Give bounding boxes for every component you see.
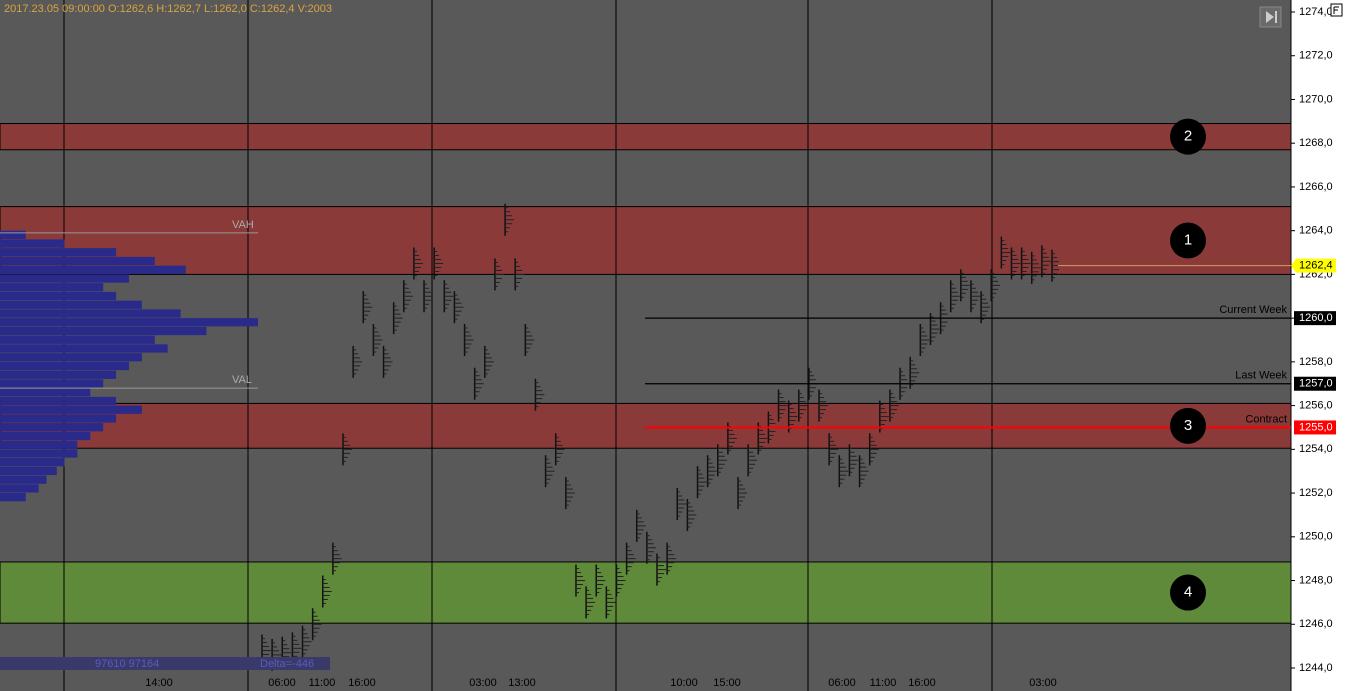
last-price-label: 1262,4 (1299, 260, 1333, 272)
level-tag (1294, 420, 1336, 435)
time-label: 14:00 (145, 677, 173, 689)
profile-bar (0, 335, 155, 344)
profile-bar (0, 388, 91, 397)
level-name: Last Week (1235, 370, 1287, 382)
price-tick-label: 1246,0 (1299, 618, 1333, 630)
profile-bar (0, 493, 26, 502)
profile-bar (0, 274, 129, 283)
time-label: 16:00 (908, 677, 936, 689)
time-label: 03:00 (469, 677, 497, 689)
zone-label: 3 (1184, 417, 1192, 434)
price-tick-label: 1268,0 (1299, 137, 1333, 149)
price-axis-background (1291, 0, 1347, 691)
level-tag (1294, 311, 1336, 326)
price-tick-label: 1270,0 (1299, 93, 1333, 105)
zone-label: 4 (1184, 584, 1192, 601)
volume-total-box (0, 657, 330, 670)
price-tick-label: 1272,0 (1299, 50, 1333, 62)
profile-bar (0, 405, 142, 414)
level-name: Current Week (1219, 304, 1287, 316)
price-tick-label: 1258,0 (1299, 356, 1333, 368)
zone (0, 206, 1292, 275)
price-tick-label: 1248,0 (1299, 574, 1333, 586)
profile-bar (0, 370, 117, 379)
time-label: 11:00 (870, 677, 897, 689)
time-label: 06:00 (828, 677, 856, 689)
value-area-label: VAL (232, 374, 252, 386)
time-label: 16:00 (348, 677, 376, 689)
profile-bar (0, 309, 181, 318)
time-label: 03:00 (1029, 677, 1057, 689)
profile-bar (0, 318, 258, 327)
profile-bar (0, 466, 57, 476)
price-tick-label: 1250,0 (1299, 531, 1333, 543)
profile-bar (0, 265, 186, 274)
last-price-tag (1291, 258, 1336, 273)
zone-marker (1170, 574, 1206, 611)
time-label: 11:00 (309, 677, 336, 689)
zone-marker (1170, 222, 1206, 259)
volume-totals: 97610 97164 (95, 658, 159, 670)
profile-bar (0, 283, 104, 292)
zone (0, 123, 1292, 151)
time-label: 15:00 (713, 677, 741, 689)
profile-bar (0, 256, 155, 266)
zone-label: 1 (1184, 231, 1192, 248)
price-tick-label: 1244,0 (1299, 662, 1333, 674)
price-tick-label: 1252,0 (1299, 487, 1333, 499)
price-tick-label: 1274,0 (1299, 6, 1333, 18)
profile-bar (0, 291, 117, 301)
price-tick-label: 1264,0 (1299, 225, 1333, 237)
axis-menu-icon (1333, 6, 1339, 14)
profile-bar (0, 344, 168, 353)
price-tick-label: 1254,0 (1299, 443, 1333, 455)
profile-bar (0, 475, 47, 484)
profile-bar (0, 300, 142, 309)
profile-bar (0, 353, 142, 362)
profile-bar (0, 431, 91, 441)
profile-bar (0, 449, 78, 458)
scroll-icon (1266, 11, 1277, 23)
profile-bar (0, 326, 207, 336)
zone (0, 402, 1292, 449)
profile-bar (0, 239, 65, 248)
profile-bar (0, 361, 129, 371)
zone-marker (1170, 118, 1206, 155)
profile-bar (0, 484, 39, 493)
zone-label: 2 (1184, 128, 1192, 145)
ohlc-header: 2017.23.05 09:00:00 O:1262,6 H:1262,7 L:… (4, 3, 332, 15)
delta-label: Delta=-446 (260, 658, 314, 670)
price-tick-label: 1256,0 (1299, 400, 1333, 412)
profile-bar (0, 458, 65, 467)
level-price: 1260,0 (1299, 312, 1333, 324)
price-tick-label: 1266,0 (1299, 181, 1333, 193)
profile-bar (0, 396, 117, 406)
level-tag (1294, 376, 1336, 391)
level-name: Contract (1245, 413, 1287, 425)
profile-bar (0, 414, 117, 423)
profile-bar (0, 423, 104, 432)
zone (0, 561, 1292, 624)
zone-marker (1170, 407, 1206, 444)
profile-bar (0, 248, 117, 257)
time-label: 06:00 (268, 677, 296, 689)
time-label: 13:00 (508, 677, 536, 689)
value-area-label: VAH (232, 219, 254, 231)
time-label: 10:00 (670, 677, 698, 689)
level-price: 1257,0 (1299, 378, 1333, 390)
profile-bar (0, 379, 104, 388)
profile-bar (0, 230, 26, 239)
profile-bar (0, 440, 78, 449)
level-price: 1255,0 (1299, 421, 1333, 433)
